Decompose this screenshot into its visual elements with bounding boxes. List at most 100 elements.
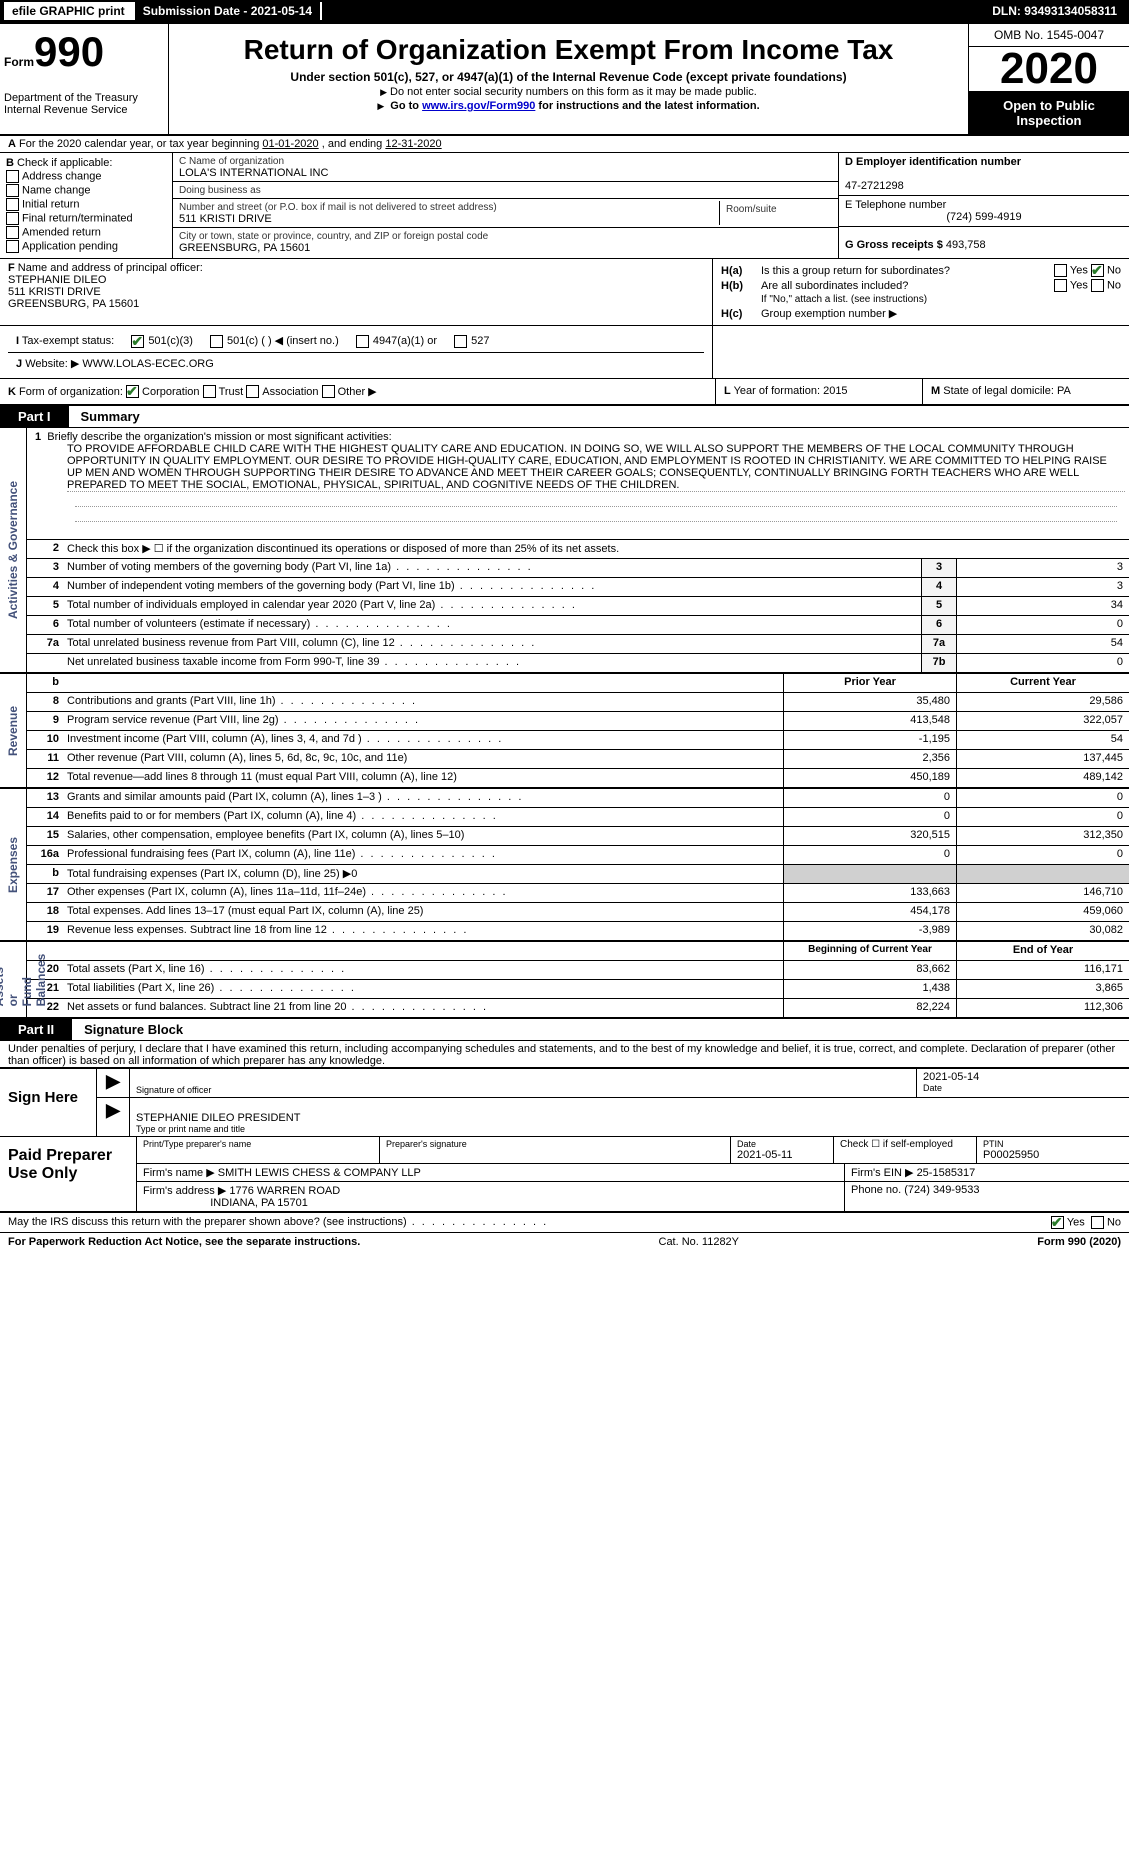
line-4: 4 Number of independent voting members o… — [27, 578, 1129, 597]
side-revenue: Revenue — [0, 674, 27, 787]
sig-type-line: ▶ STEPHANIE DILEO PRESIDENTType or print… — [97, 1098, 1129, 1136]
chk-501c[interactable] — [210, 335, 223, 348]
org-name-cell: C Name of organization LOLA'S INTERNATIO… — [173, 153, 838, 182]
part1-header: Part I Summary — [0, 406, 1129, 428]
chk-amended[interactable]: Amended return — [6, 226, 166, 239]
line-14: 14Benefits paid to or for members (Part … — [27, 808, 1129, 827]
line-7b: Net unrelated business taxable income fr… — [27, 654, 1129, 672]
chk-501c3[interactable] — [131, 335, 144, 348]
cat-no: Cat. No. 11282Y — [360, 1236, 1037, 1248]
chk-assoc[interactable] — [246, 385, 259, 398]
part2-title: Signature Block — [72, 1019, 195, 1040]
expenses-section: Expenses 13Grants and similar amounts pa… — [0, 789, 1129, 942]
form-subtitle: Under section 501(c), 527, or 4947(a)(1)… — [179, 70, 958, 84]
chk-name-change[interactable]: Name change — [6, 184, 166, 197]
sign-here-label: Sign Here — [0, 1069, 97, 1136]
ein-cell: D Employer identification number 47-2721… — [839, 153, 1129, 196]
chk-app-pending[interactable]: Application pending — [6, 240, 166, 253]
discuss-no[interactable] — [1091, 1216, 1104, 1229]
h-box: H(a) Is this a group return for subordin… — [713, 259, 1129, 325]
chk-self-employed[interactable]: Check ☐ if self-employed — [834, 1137, 977, 1163]
submission-cell: Submission Date - 2021-05-14 — [135, 2, 322, 20]
chk-final[interactable]: Final return/terminated — [6, 212, 166, 225]
chk-addr-change[interactable]: Address change — [6, 170, 166, 183]
line-17: 17Other expenses (Part IX, column (A), l… — [27, 884, 1129, 903]
line-6: 6 Total number of volunteers (estimate i… — [27, 616, 1129, 635]
klm-row: K Form of organization: Corporation Trus… — [0, 379, 1129, 407]
line-5: 5 Total number of individuals employed i… — [27, 597, 1129, 616]
activities-section: Activities & Governance 1 Briefly descri… — [0, 428, 1129, 674]
status-i: I Tax-exempt status: 501(c)(3) 501(c) ( … — [8, 330, 704, 353]
line-7a: 7a Total unrelated business revenue from… — [27, 635, 1129, 654]
chk-other[interactable] — [322, 385, 335, 398]
form-header: Form990 Department of the Treasury Inter… — [0, 24, 1129, 136]
warn-link: Go to www.irs.gov/Form990 for instructio… — [179, 100, 958, 112]
ein: 47-2721298 — [845, 180, 904, 192]
prep-row-3: Firm's address ▶ 1776 WARREN ROAD INDIAN… — [137, 1182, 1129, 1211]
sig-officer-line: ▶ Signature of officer 2021-05-14Date — [97, 1069, 1129, 1098]
top-bar: efile GRAPHIC print Submission Date - 20… — [0, 0, 1129, 24]
paperwork-notice: For Paperwork Reduction Act Notice, see … — [8, 1236, 360, 1248]
f-officer: F Name and address of principal officer:… — [0, 259, 713, 325]
chk-initial[interactable]: Initial return — [6, 198, 166, 211]
fh-row: F Name and address of principal officer:… — [0, 259, 1129, 326]
dln-cell: DLN: 93493134058311 — [984, 2, 1125, 20]
ha-yes[interactable] — [1054, 264, 1067, 277]
line-15: 15Salaries, other compensation, employee… — [27, 827, 1129, 846]
mission-text: TO PROVIDE AFFORDABLE CHILD CARE WITH TH… — [67, 443, 1125, 492]
part2-tab: Part II — [0, 1019, 72, 1040]
line-11: 11Other revenue (Part VIII, column (A), … — [27, 750, 1129, 769]
side-activities: Activities & Governance — [0, 428, 27, 672]
ha-no[interactable] — [1091, 264, 1104, 277]
line-10: 10Investment income (Part VIII, column (… — [27, 731, 1129, 750]
line-13: 13Grants and similar amounts paid (Part … — [27, 789, 1129, 808]
discuss-row: May the IRS discuss this return with the… — [0, 1213, 1129, 1233]
side-netassets: Net Assets or Fund Balances — [0, 942, 27, 1017]
warn-ssn: Do not enter social security numbers on … — [179, 86, 958, 98]
col-d: D Employer identification number 47-2721… — [839, 153, 1129, 258]
part1-tab: Part I — [0, 406, 69, 427]
phone: (724) 599-4919 — [845, 211, 1123, 223]
chk-527[interactable] — [454, 335, 467, 348]
discuss-yes[interactable] — [1051, 1216, 1064, 1229]
line-1: 1 Briefly describe the organization's mi… — [27, 428, 1129, 540]
hb-line: H(b) Are all subordinates included? Yes … — [721, 279, 1121, 292]
chk-corp[interactable] — [126, 385, 139, 398]
form-title: Return of Organization Exempt From Incom… — [179, 34, 958, 66]
paid-preparer: Paid Preparer Use Only Print/Type prepar… — [0, 1137, 1129, 1213]
chk-4947[interactable] — [356, 335, 369, 348]
m-state: M State of legal domicile: PA — [923, 379, 1129, 405]
line-2: 2 Check this box ▶ ☐ if the organization… — [27, 540, 1129, 559]
dba-cell: Doing business as — [173, 182, 838, 199]
perjury-text: Under penalties of perjury, I declare th… — [0, 1041, 1129, 1069]
part1-title: Summary — [69, 406, 152, 427]
part2-header: Part II Signature Block — [0, 1019, 1129, 1041]
hb-no[interactable] — [1091, 279, 1104, 292]
line-16a: 16aProfessional fundraising fees (Part I… — [27, 846, 1129, 865]
netassets-section: Net Assets or Fund Balances Beginning of… — [0, 942, 1129, 1019]
chk-trust[interactable] — [203, 385, 216, 398]
rev-header: b Prior Year Current Year — [27, 674, 1129, 693]
hb-yes[interactable] — [1054, 279, 1067, 292]
address-block: Number and street (or P.O. box if mail i… — [173, 199, 838, 228]
line-22: 22Net assets or fund balances. Subtract … — [27, 999, 1129, 1017]
ij-row: I Tax-exempt status: 501(c)(3) 501(c) ( … — [0, 326, 1129, 379]
irs-link[interactable]: www.irs.gov/Form990 — [422, 100, 535, 112]
l-year-formation: L Year of formation: 2015 — [716, 379, 923, 405]
form-marker: Form 990 (2020) — [1037, 1236, 1121, 1248]
col-b-checkboxes: B Check if applicable: Address change Na… — [0, 153, 173, 258]
line-12: 12Total revenue—add lines 8 through 11 (… — [27, 769, 1129, 787]
street-address: 511 KRISTI DRIVE — [179, 213, 272, 225]
department: Department of the Treasury Internal Reve… — [4, 92, 164, 116]
revenue-section: Revenue b Prior Year Current Year 8Contr… — [0, 674, 1129, 789]
header-right: OMB No. 1545-0047 2020 Open to Public In… — [969, 24, 1129, 134]
header-center: Return of Organization Exempt From Incom… — [169, 24, 969, 134]
side-expenses: Expenses — [0, 789, 27, 940]
ha-line: H(a) Is this a group return for subordin… — [721, 264, 1121, 277]
form-number: Form990 — [4, 28, 164, 76]
open-to-public: Open to Public Inspection — [969, 92, 1129, 134]
line-21: 21Total liabilities (Part X, line 26)1,4… — [27, 980, 1129, 999]
line-20: 20Total assets (Part X, line 16)83,66211… — [27, 961, 1129, 980]
prep-row-1: Print/Type preparer's name Preparer's si… — [137, 1137, 1129, 1164]
line-3: 3 Number of voting members of the govern… — [27, 559, 1129, 578]
